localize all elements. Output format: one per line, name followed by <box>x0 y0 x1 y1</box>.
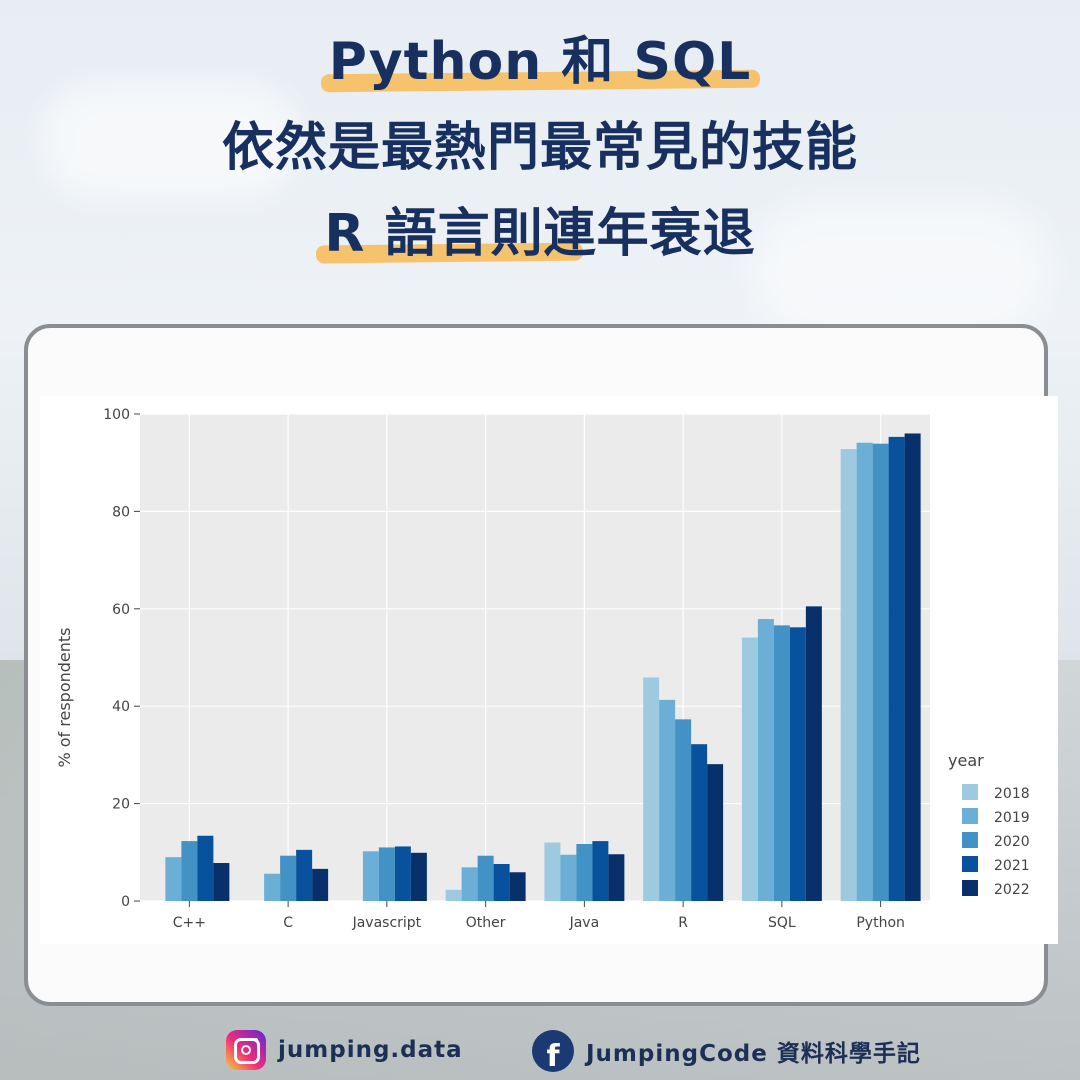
x-tick-label: Java <box>569 915 600 931</box>
bar <box>280 855 297 901</box>
x-tick-label: Other <box>466 915 506 931</box>
y-tick-label: 0 <box>121 894 130 910</box>
bar <box>872 443 889 901</box>
bar <box>643 677 660 901</box>
bar <box>394 846 411 901</box>
bar <box>477 855 494 901</box>
x-tick-label: C++ <box>173 915 206 931</box>
x-tick-label: R <box>678 915 688 931</box>
bar <box>741 637 758 901</box>
instagram-link[interactable]: jumping.data <box>226 1030 463 1070</box>
legend-entry: 2021 <box>994 858 1030 874</box>
bar <box>576 844 593 901</box>
y-tick-label: 100 <box>103 407 130 423</box>
background-cloud <box>750 200 1050 340</box>
headline-line-2: 依然是最熱門最常見的技能 <box>222 116 858 180</box>
legend-swatch <box>962 808 978 824</box>
bar <box>181 841 198 901</box>
y-tick-label: 40 <box>112 699 130 715</box>
headline-text: 依然是最熱門最常見的技能 <box>221 118 858 178</box>
legend-swatch <box>962 856 978 872</box>
legend-swatch <box>962 880 978 896</box>
bar <box>592 841 609 901</box>
legend-entry: 2022 <box>994 882 1030 898</box>
bar <box>509 872 526 901</box>
bar <box>197 835 214 901</box>
chart-card: 0 20 40 60 80 100 C++ C Javascript Other Java R SQL P… <box>24 324 1058 1006</box>
bar <box>560 854 577 901</box>
bar <box>805 606 822 901</box>
instagram-icon <box>226 1030 266 1070</box>
headline-text: R 語言則連年衰退 <box>324 204 756 264</box>
bar <box>312 868 329 901</box>
bar <box>856 442 873 901</box>
bar <box>904 433 921 901</box>
legend-entry: 2019 <box>994 810 1030 826</box>
bar <box>757 619 774 901</box>
legend-entry: 2020 <box>994 834 1030 850</box>
bar <box>691 744 708 901</box>
instagram-handle: jumping.data <box>278 1037 463 1063</box>
footer: jumping.data f JumpingCode 資料科學手記 <box>0 1026 1080 1076</box>
bar <box>544 842 561 901</box>
headline-text: Python 和 SQL <box>328 32 752 92</box>
legend-swatch <box>962 784 978 800</box>
legend-entry: 2018 <box>994 786 1030 802</box>
bar <box>165 857 182 901</box>
bar <box>213 863 230 901</box>
legend-swatch <box>962 832 978 848</box>
bar <box>264 873 281 901</box>
x-tick-label: C <box>283 915 293 931</box>
headline-line-3: R 語言則連年衰退 <box>316 202 756 266</box>
bar <box>707 764 724 901</box>
x-tick-label: SQL <box>768 915 796 931</box>
bar <box>410 852 427 901</box>
y-tick-label: 60 <box>112 602 130 618</box>
headline: Python 和 SQL 依然是最熱門最常見的技能 R 語言則連年衰退 <box>0 30 1080 288</box>
bar <box>888 436 905 901</box>
bar <box>608 854 625 901</box>
background-cloud <box>40 80 300 200</box>
y-tick-label: 80 <box>112 504 130 520</box>
chart-frame: 0 20 40 60 80 100 C++ C Javascript Other Java R SQL P… <box>40 396 1058 944</box>
bar <box>378 847 395 901</box>
bar <box>675 719 692 901</box>
headline-line-1: Python 和 SQL <box>320 30 760 94</box>
bar <box>840 449 857 901</box>
bar <box>789 627 806 901</box>
facebook-link[interactable]: f JumpingCode 資料科學手記 <box>532 1030 921 1072</box>
x-tick-label: Python <box>856 915 905 931</box>
bar <box>362 851 379 901</box>
bar <box>461 867 478 901</box>
bar <box>659 699 676 901</box>
bar <box>493 863 510 901</box>
y-axis-label: % of respondents <box>55 627 74 767</box>
bar <box>445 889 462 901</box>
bar <box>773 625 790 901</box>
facebook-icon: f <box>532 1030 574 1072</box>
bar <box>296 849 313 901</box>
legend-title: year <box>948 751 984 770</box>
bar-chart: 0 20 40 60 80 100 C++ C Javascript Other Java R SQL P… <box>55 407 1030 931</box>
facebook-page-name: JumpingCode 資料科學手記 <box>586 1041 921 1067</box>
y-tick-label: 20 <box>112 797 130 813</box>
x-tick-label: Javascript <box>352 915 422 931</box>
